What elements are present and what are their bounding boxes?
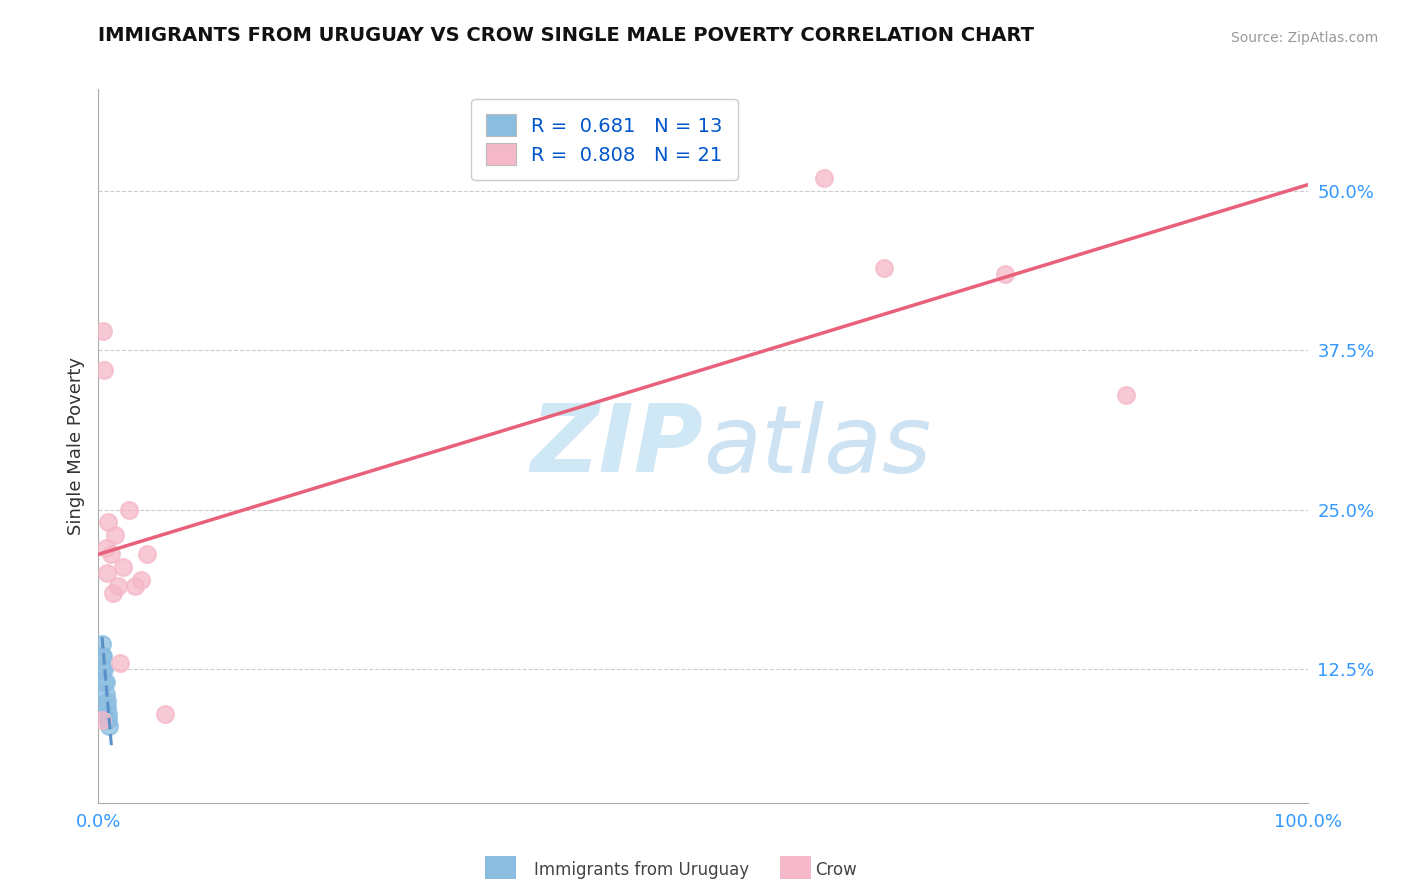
Text: ZIP: ZIP [530, 400, 703, 492]
Legend: R =  0.681   N = 13, R =  0.808   N = 21: R = 0.681 N = 13, R = 0.808 N = 21 [471, 99, 738, 180]
Point [96, 700, 118, 714]
Point [135, 547, 157, 561]
Point [94, 541, 117, 555]
Point [96, 566, 118, 581]
Point [96, 694, 118, 708]
Point [97, 706, 120, 721]
Point [91, 649, 114, 664]
Point [107, 579, 129, 593]
Point [91, 713, 114, 727]
Point [111, 560, 134, 574]
Point [97, 713, 120, 727]
Point [108, 656, 131, 670]
Point [118, 502, 141, 516]
Text: IMMIGRANTS FROM URUGUAY VS CROW SINGLE MALE POVERTY CORRELATION CHART: IMMIGRANTS FROM URUGUAY VS CROW SINGLE M… [98, 26, 1035, 45]
Point [91, 636, 114, 650]
Text: Immigrants from Uruguay: Immigrants from Uruguay [534, 861, 749, 879]
Point [91, 324, 114, 338]
Point [98, 719, 121, 733]
Point [873, 260, 896, 275]
Point [100, 547, 122, 561]
Text: atlas: atlas [703, 401, 931, 491]
Point [93, 674, 115, 689]
Point [93, 662, 115, 676]
Point [91, 649, 114, 664]
Point [1115, 388, 1137, 402]
Point [97, 516, 120, 530]
Point [994, 267, 1017, 281]
Point [101, 585, 124, 599]
Point [124, 579, 146, 593]
Text: Crow: Crow [815, 861, 858, 879]
Point [94, 674, 117, 689]
Text: Source: ZipAtlas.com: Source: ZipAtlas.com [1230, 30, 1378, 45]
Point [94, 688, 117, 702]
Point [93, 362, 115, 376]
Point [153, 706, 176, 721]
Point [813, 171, 835, 186]
Point [104, 528, 127, 542]
Point [129, 573, 152, 587]
Y-axis label: Single Male Poverty: Single Male Poverty [66, 357, 84, 535]
Point [91, 662, 114, 676]
